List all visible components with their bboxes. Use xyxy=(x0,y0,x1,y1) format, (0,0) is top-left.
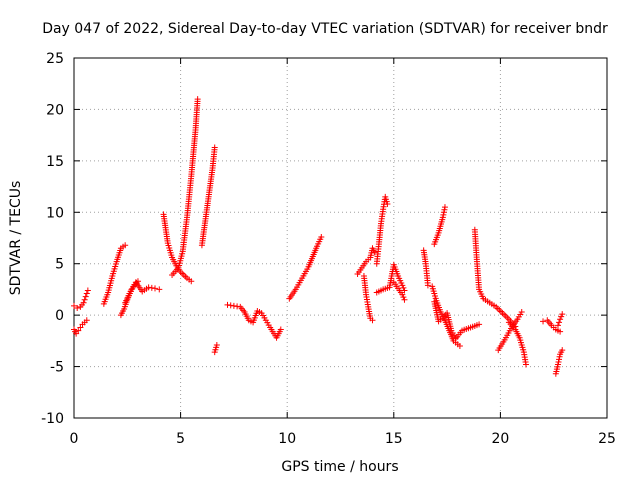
data-point-marker xyxy=(227,302,234,309)
y-tick-label: 0 xyxy=(55,308,64,324)
data-point-marker xyxy=(557,328,564,335)
data-point-marker xyxy=(156,286,163,293)
data-point-marker xyxy=(71,302,77,309)
grid-lines xyxy=(74,58,607,418)
data-point-marker xyxy=(399,291,406,298)
data-point-marker xyxy=(556,353,563,360)
data-point-marker xyxy=(556,356,563,363)
y-tick-label: 20 xyxy=(46,102,64,118)
y-tick-label: 15 xyxy=(46,154,64,170)
x-tick-label: 15 xyxy=(385,431,403,447)
data-point-marker xyxy=(558,313,565,320)
data-point-marker xyxy=(81,296,88,303)
data-point-marker xyxy=(74,304,81,311)
data-point-marker xyxy=(213,341,220,348)
y-tick-label: 5 xyxy=(55,257,64,273)
data-point-marker xyxy=(554,322,561,329)
chart-title: Day 047 of 2022, Sidereal Day-to-day VTE… xyxy=(42,21,608,37)
data-point-marker xyxy=(557,316,564,323)
data-point-marker xyxy=(73,330,80,337)
data-point-marker xyxy=(75,327,82,334)
data-point-marker xyxy=(224,301,231,308)
x-tick-label: 0 xyxy=(70,431,79,447)
data-point-marker xyxy=(559,347,566,354)
x-tick-label: 20 xyxy=(491,431,509,447)
data-point-marker xyxy=(211,144,218,151)
data-point-marker xyxy=(440,211,447,218)
data-point-marker xyxy=(400,294,407,301)
data-point-marker xyxy=(134,278,141,285)
y-axis-label: SDTVAR / TECUs xyxy=(8,181,24,296)
data-point-marker xyxy=(82,293,89,300)
data-point-marker xyxy=(152,285,159,292)
data-point-marker xyxy=(234,303,241,310)
data-point-marker xyxy=(456,343,463,349)
data-point-marker xyxy=(384,201,391,208)
data-point-marker xyxy=(555,358,562,365)
data-point-marker xyxy=(476,321,483,328)
y-tick-labels: -10 -5 0 5 10 15 20 25 xyxy=(41,51,64,427)
data-point-marker xyxy=(518,309,525,316)
data-point-marker xyxy=(277,326,284,333)
data-point-marker xyxy=(122,242,129,249)
y-tick-label: 25 xyxy=(46,51,64,67)
data-point-marker xyxy=(424,282,431,289)
data-point-marker xyxy=(77,324,84,331)
data-point-marker xyxy=(556,319,563,326)
y-tick-label: 10 xyxy=(46,205,64,221)
data-point-marker xyxy=(441,204,448,211)
data-point-marker xyxy=(369,317,376,324)
x-tick-label: 10 xyxy=(278,431,296,447)
plot-border xyxy=(73,57,608,419)
data-point-marker xyxy=(559,311,566,318)
data-point-marker xyxy=(148,284,155,291)
data-point-marker xyxy=(84,287,91,294)
data-point-marker xyxy=(83,317,90,324)
data-point-marker xyxy=(318,233,325,240)
y-tick-label: -5 xyxy=(50,360,64,376)
data-point-marker xyxy=(80,299,87,306)
data-point-marker xyxy=(145,284,152,291)
data-point-marker xyxy=(399,282,406,289)
data-point-marker xyxy=(540,318,547,325)
data-point-marker xyxy=(440,209,447,216)
x-tick-label: 25 xyxy=(598,431,616,447)
data-point-marker xyxy=(401,296,408,303)
data-point-marker xyxy=(400,284,407,291)
data-point-marker xyxy=(188,278,195,285)
data-point-marker xyxy=(554,361,561,368)
x-tick-label: 5 xyxy=(176,431,185,447)
data-point-marker xyxy=(439,214,446,221)
x-axis-label: GPS time / hours xyxy=(281,459,398,475)
data-point-marker xyxy=(194,96,201,103)
data-point-marker xyxy=(441,206,448,213)
data-point-marker xyxy=(522,361,529,368)
data-points xyxy=(71,96,566,377)
data-point-marker xyxy=(371,249,378,256)
y-tick-label: -10 xyxy=(41,411,64,427)
data-point-marker xyxy=(230,302,237,309)
data-point-marker xyxy=(83,290,90,297)
x-tick-labels: 0 5 10 15 20 25 xyxy=(70,431,616,447)
